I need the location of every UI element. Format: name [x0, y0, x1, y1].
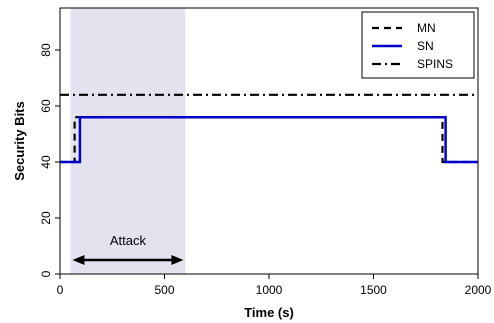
- legend: MN SN SPINS: [361, 11, 475, 79]
- y-tick-label: 0: [39, 270, 53, 277]
- x-tick-label: 500: [154, 283, 174, 297]
- legend-label-sn: SN: [417, 39, 434, 53]
- attack-arrow-head-left: [72, 255, 85, 265]
- x-tick-label: 0: [57, 283, 64, 297]
- y-tick-label: 80: [39, 43, 53, 57]
- attack-label: Attack: [110, 233, 147, 248]
- attack-annotation: Attack: [72, 233, 184, 265]
- x-tick-label: 1000: [256, 283, 283, 297]
- x-tick-label: 2000: [465, 283, 492, 297]
- x-ticks: 0 500 1000 1500 2000: [57, 274, 492, 297]
- legend-label-mn: MN: [417, 21, 436, 35]
- x-axis-label: Time (s): [244, 305, 294, 320]
- legend-label-spins: SPINS: [417, 57, 453, 71]
- y-tick-label: 40: [39, 155, 53, 169]
- attack-period-shading: [70, 8, 186, 274]
- attack-arrow-head-right: [171, 255, 184, 265]
- x-tick-label: 1500: [360, 283, 387, 297]
- y-ticks: 0 20 40 60 80: [39, 43, 60, 277]
- y-axis-label: Security Bits: [12, 101, 27, 180]
- series-lines: [60, 93, 478, 164]
- series-line-sn: [60, 115, 478, 164]
- y-tick-label: 20: [39, 211, 53, 225]
- attack-shade-rect: [70, 8, 186, 274]
- y-tick-label: 60: [39, 99, 53, 113]
